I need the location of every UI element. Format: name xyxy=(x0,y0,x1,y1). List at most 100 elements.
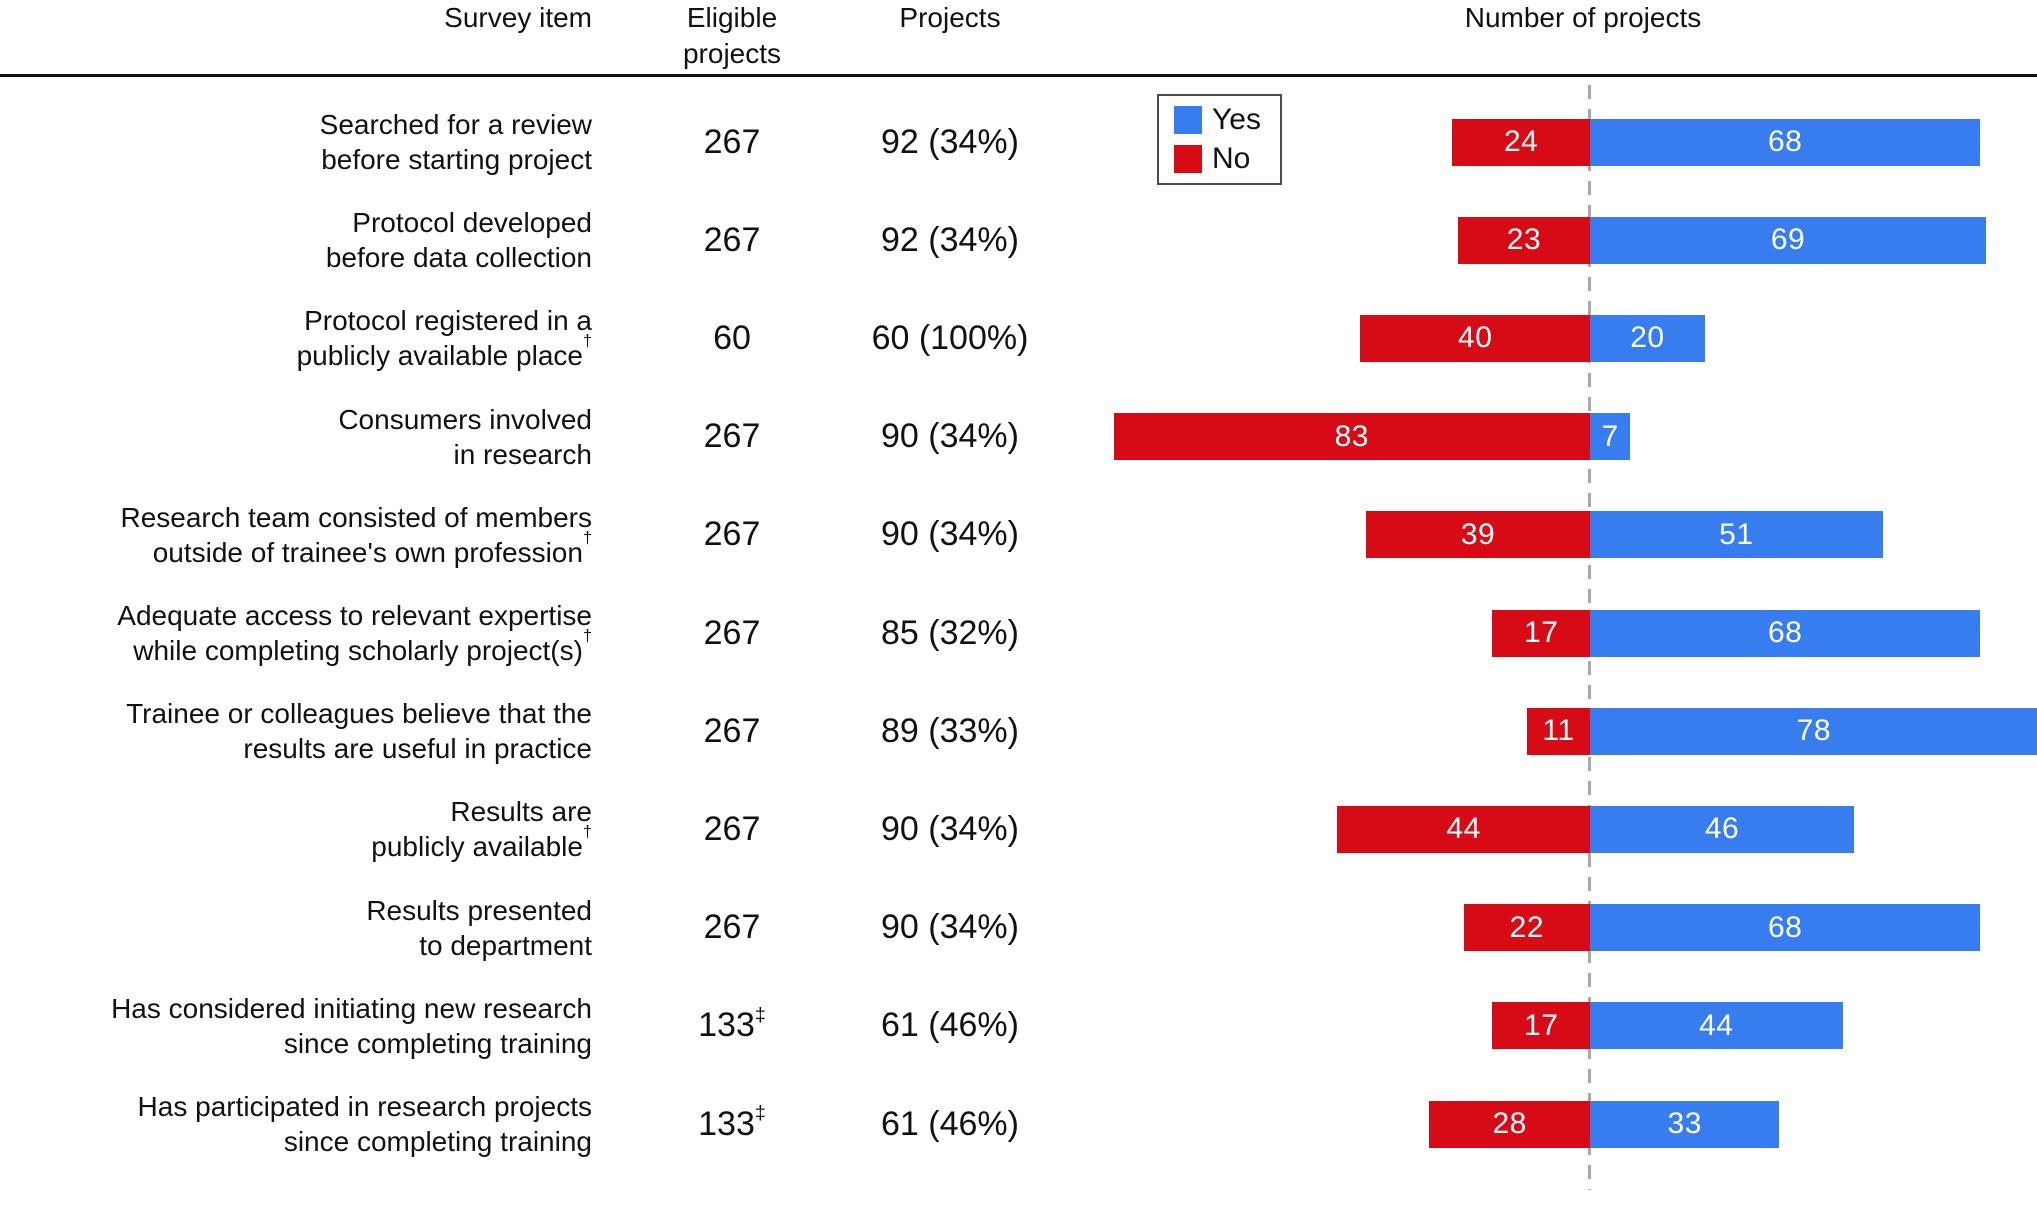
eligible-projects-value: 133 ‡ xyxy=(698,1102,766,1143)
survey-item-label: Protocol developed before data collection xyxy=(0,191,592,289)
survey-item-label-line2: results are useful in practice xyxy=(243,733,592,765)
bar-no-segment: 39 xyxy=(1366,511,1590,559)
bar-yes-segment: 7 xyxy=(1590,413,1631,461)
column-header-projects: Projects xyxy=(899,2,1001,33)
bar-no-value: 24 xyxy=(1503,125,1539,158)
bar-no-value: 23 xyxy=(1506,223,1542,257)
eligible-projects-value: 267 xyxy=(703,122,761,161)
column-header-number-of-projects: Number of projects xyxy=(1464,2,1702,33)
survey-item-label-line1: Has considered initiating new research xyxy=(111,992,592,1024)
bar-yes-value: 68 xyxy=(1767,616,1803,649)
survey-item-label-line2: outside of trainee's own profession† xyxy=(152,528,592,568)
table-row: Has participated in research projects sin… xyxy=(0,1075,2037,1173)
survey-item-label-line1: Results are xyxy=(450,796,592,828)
bar-yes-value: 69 xyxy=(1770,223,1806,257)
bar-yes-value: 68 xyxy=(1767,910,1803,944)
survey-item-label-line2: before starting project xyxy=(321,144,592,175)
bar-yes-value: 68 xyxy=(1767,125,1803,158)
eligible-projects-value: 267 xyxy=(703,613,761,652)
column-header-eligible-projects: Eligible projects xyxy=(632,0,832,72)
bar-yes-segment: 51 xyxy=(1590,511,1883,559)
survey-item-label-line1: Protocol registered in a xyxy=(304,305,592,337)
eligible-projects-value: 267 xyxy=(703,809,761,848)
bar-no-value: 44 xyxy=(1446,812,1481,846)
legend: Yes No xyxy=(1157,94,1282,185)
eligible-projects-value: 267 xyxy=(703,908,761,947)
bar-no-segment: 17 xyxy=(1492,609,1590,657)
column-header-eligible-line2: projects xyxy=(682,38,782,69)
eligible-projects-value: 133 ‡ xyxy=(698,1003,766,1045)
dagger-mark: † xyxy=(582,626,592,645)
dagger-mark: † xyxy=(582,332,592,351)
bar-yes-segment: 33 xyxy=(1590,1100,1780,1148)
survey-item-label: Consumers involved in research xyxy=(0,388,592,486)
table-row: Adequate access to relevant expertise whi… xyxy=(0,584,2037,682)
projects-value: 92 (34%) xyxy=(881,220,1019,259)
survey-item-label-line1: Trainee or colleagues believe that the xyxy=(126,698,592,730)
survey-item-label-line2: publicly available† xyxy=(371,823,592,863)
projects-value: 90 (34%) xyxy=(881,908,1019,947)
projects-value: 90 (34%) xyxy=(881,515,1019,554)
survey-item-label-line2: since completing training xyxy=(283,1126,592,1157)
table-row: Has considered initiating new research si… xyxy=(0,977,2037,1075)
survey-item-label-line1: Has participated in research projects xyxy=(137,1091,592,1122)
bar-no-segment: 11 xyxy=(1526,707,1590,755)
table-row: Research team consisted of members outsid… xyxy=(0,486,2037,584)
table-row: Protocol developed before data collection… xyxy=(0,191,2037,289)
projects-value: 89 (33%) xyxy=(881,711,1019,750)
survey-item-label-line1: Research team consisted of members xyxy=(120,501,592,533)
projects-value: 61 (46%) xyxy=(881,1006,1019,1045)
survey-item-label: Research team consisted of members outsid… xyxy=(0,486,592,584)
survey-item-label-line2: before data collection xyxy=(325,242,592,274)
bar-yes-value: 33 xyxy=(1667,1107,1702,1140)
bar-no-value: 11 xyxy=(1542,714,1575,748)
bar-no-value: 39 xyxy=(1460,517,1496,551)
bar-yes-segment: 68 xyxy=(1590,118,1981,166)
bar-no-segment: 44 xyxy=(1337,805,1590,853)
bar-yes-value: 51 xyxy=(1719,517,1754,551)
bar-no-segment: 17 xyxy=(1492,1002,1590,1050)
projects-value: 85 (32%) xyxy=(881,613,1019,652)
bar-yes-value: 7 xyxy=(1601,419,1619,453)
survey-item-label-line2: since completing training xyxy=(283,1027,592,1059)
survey-item-label: Protocol registered in a publicly availab… xyxy=(0,289,592,387)
legend-no-swatch-icon xyxy=(1174,145,1202,173)
survey-item-label: Has considered initiating new research si… xyxy=(0,977,592,1075)
survey-item-label: Searched for a review before starting pro… xyxy=(0,93,592,191)
survey-item-label-line2: while completing scholarly project(s)† xyxy=(133,626,592,666)
survey-item-label: Results are publicly available† xyxy=(0,780,592,878)
table-row: Trainee or colleagues believe that the re… xyxy=(0,682,2037,780)
table-row: Protocol registered in a publicly availab… xyxy=(0,289,2037,387)
column-header-eligible-line1: Eligible xyxy=(686,2,778,33)
dagger-mark: † xyxy=(582,528,592,547)
bar-no-segment: 28 xyxy=(1429,1100,1590,1148)
bar-yes-value: 78 xyxy=(1796,714,1832,748)
survey-item-label-line2: publicly available place† xyxy=(296,332,592,372)
eligible-projects-value: 267 xyxy=(703,220,761,259)
bar-yes-value: 46 xyxy=(1704,812,1740,846)
bar-no-value: 17 xyxy=(1524,1008,1559,1042)
survey-item-label-line1: Results presented xyxy=(366,894,592,926)
bar-no-value: 40 xyxy=(1458,321,1493,355)
projects-value: 90 (34%) xyxy=(881,417,1019,456)
bar-yes-segment: 44 xyxy=(1590,1002,1843,1050)
table-row: Searched for a review before starting pro… xyxy=(0,93,2037,191)
projects-value: 60 (100%) xyxy=(871,318,1029,357)
legend-item-yes: Yes xyxy=(1174,105,1280,135)
bar-no-value: 83 xyxy=(1334,419,1369,453)
dagger-mark: † xyxy=(582,823,592,842)
bar-no-value: 22 xyxy=(1509,910,1545,944)
legend-yes-label: Yes xyxy=(1212,103,1261,136)
projects-value: 90 (34%) xyxy=(881,809,1019,848)
bar-no-segment: 40 xyxy=(1360,314,1590,362)
eligible-projects-value: 267 xyxy=(703,515,761,554)
bar-yes-segment: 68 xyxy=(1590,904,1981,952)
bar-no-segment: 24 xyxy=(1452,118,1590,166)
bar-no-value: 28 xyxy=(1492,1107,1527,1140)
bar-no-segment: 22 xyxy=(1463,904,1590,952)
legend-no-label: No xyxy=(1212,142,1251,175)
bar-no-segment: 83 xyxy=(1113,413,1590,461)
header-divider-rule xyxy=(0,74,2037,77)
bar-yes-segment: 46 xyxy=(1590,805,1855,853)
bar-yes-segment: 68 xyxy=(1590,609,1981,657)
